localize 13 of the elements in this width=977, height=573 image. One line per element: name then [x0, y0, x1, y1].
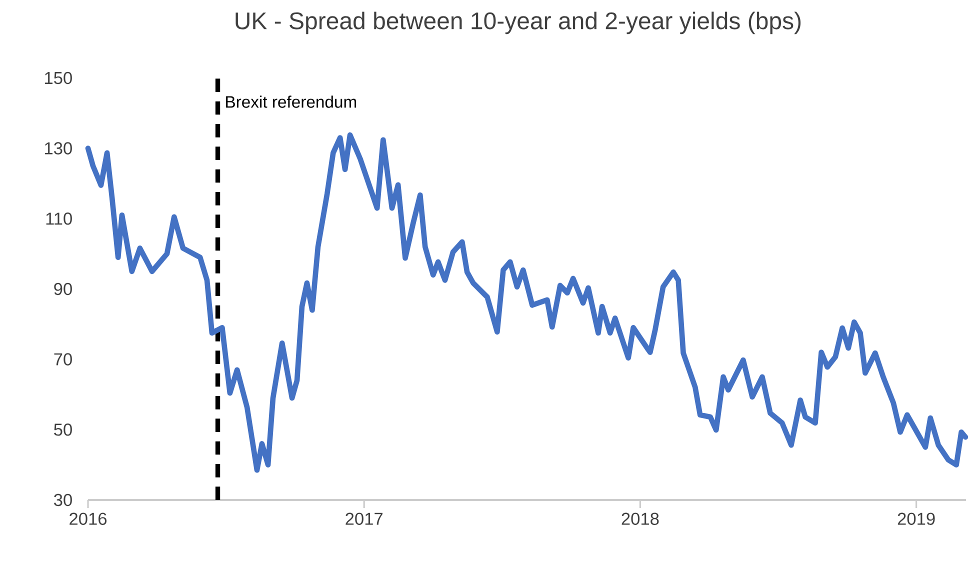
y-tick-label: 130 — [45, 142, 72, 154]
x-tick-label: 2016 — [70, 512, 107, 525]
x-tick-label: 2017 — [346, 512, 382, 525]
y-tick-label: 30 — [54, 494, 72, 506]
y-tick-label: 150 — [45, 72, 72, 84]
y-tick-label: 50 — [54, 424, 72, 436]
x-tick-label: 2018 — [622, 512, 659, 525]
ref-line-label: Brexit referendum — [226, 96, 356, 108]
x-tick-label: 2019 — [898, 512, 935, 525]
y-tick-label: 110 — [46, 212, 72, 225]
y-tick-label: 70 — [54, 353, 72, 366]
chart-title: UK - Spread between 10-year and 2-year yields (bps) — [236, 12, 801, 34]
y-tick-label: 90 — [54, 282, 72, 296]
